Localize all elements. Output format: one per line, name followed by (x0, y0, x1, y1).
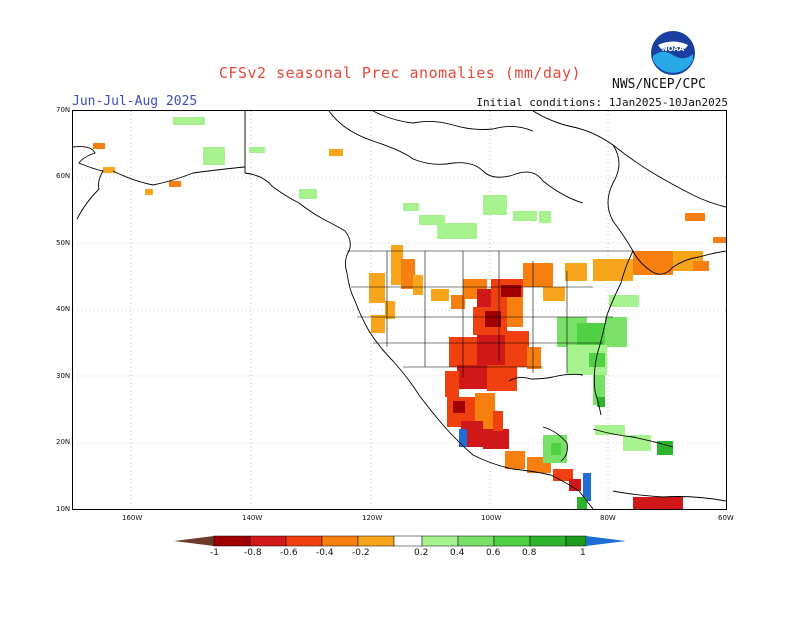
legend-label: 0.4 (450, 548, 465, 558)
coastlines (72, 110, 727, 510)
noaa-logo: NOAA (651, 31, 695, 75)
legend-arrow-right (586, 536, 626, 546)
color-legend (174, 535, 626, 547)
legend-label: 0.8 (522, 548, 537, 558)
legend-label: 0.6 (486, 548, 501, 558)
lon-label: 80W (600, 514, 616, 522)
lat-label: 20N (56, 438, 71, 446)
lat-label: 40N (56, 305, 71, 313)
legend-arrow-left (174, 536, 214, 546)
lon-label: 140W (242, 514, 263, 522)
chart-title: CFSv2 seasonal Prec anomalies (mm/day) (218, 64, 582, 82)
lon-label: 160W (122, 514, 143, 522)
lat-label: 70N (56, 106, 71, 114)
season-label: Jun-Jul-Aug 2025 (72, 94, 198, 109)
lat-label: 60N (56, 172, 71, 180)
legend-label: -1 (210, 548, 219, 558)
wet-anomalies (173, 117, 673, 509)
lon-label: 120W (362, 514, 383, 522)
lon-label: 100W (481, 514, 502, 522)
dry-anomalies (93, 143, 726, 509)
legend-label: -0.8 (244, 548, 262, 558)
legend-label: 0.2 (414, 548, 429, 558)
initial-conditions-label: Initial conditions: 1Jan2025-10Jan2025 (476, 96, 728, 109)
lat-label: 30N (56, 372, 71, 380)
anomaly-map (72, 110, 727, 510)
lat-label: 10N (56, 505, 71, 513)
agency-label: NWS/NCEP/CPC (612, 77, 706, 92)
state-borders (347, 250, 633, 377)
legend-label: -0.4 (316, 548, 334, 558)
legend-label: -0.2 (352, 548, 370, 558)
map-svg (72, 110, 727, 510)
lat-label: 50N (56, 239, 71, 247)
logo-text: NOAA (662, 45, 685, 53)
legend-label: 1 (580, 548, 586, 558)
legend-label: -0.6 (280, 548, 298, 558)
lon-label: 60W (718, 514, 734, 522)
